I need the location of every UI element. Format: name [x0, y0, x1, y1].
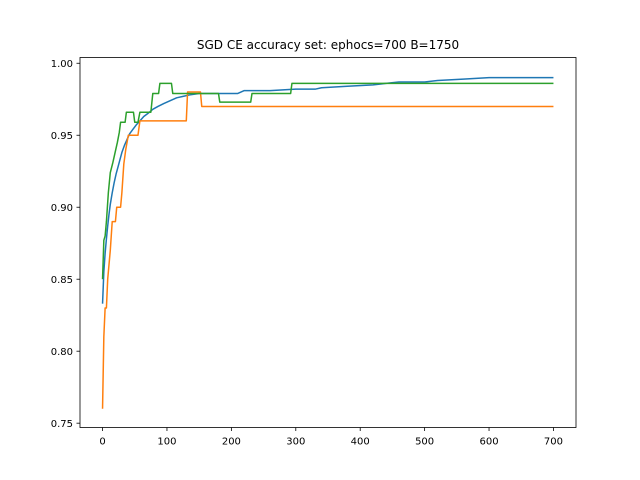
- series-line-2: [101, 91, 554, 409]
- x-tick-label: 200: [222, 437, 241, 448]
- axis-layer: 0 100 200 300 400 500 600 700 0.75 0.80 0.85 0.90 0.…: [51, 59, 563, 448]
- x-tick-label: 500: [415, 437, 434, 448]
- plot-frame: [79, 57, 577, 428]
- y-tick-label: 0.85: [51, 275, 73, 286]
- y-tick-label: 0.75: [51, 419, 73, 430]
- x-tick-label: 300: [286, 437, 305, 448]
- y-tick-label: 0.90: [51, 203, 73, 214]
- x-tick-label: 0: [99, 437, 105, 448]
- x-tick-label: 700: [544, 437, 563, 448]
- series-layer: [101, 76, 554, 409]
- chart-title: SGD CE accuracy set: ephocs=700 B=1750: [197, 38, 459, 52]
- y-tick-label: 0.95: [51, 131, 73, 142]
- x-tick-label: 400: [351, 437, 370, 448]
- y-tick-label: 0.80: [51, 347, 73, 358]
- y-tick-label: 1.00: [51, 59, 73, 70]
- series-line-3: [101, 82, 554, 280]
- x-tick-label: 100: [157, 437, 176, 448]
- x-tick-label: 600: [479, 437, 498, 448]
